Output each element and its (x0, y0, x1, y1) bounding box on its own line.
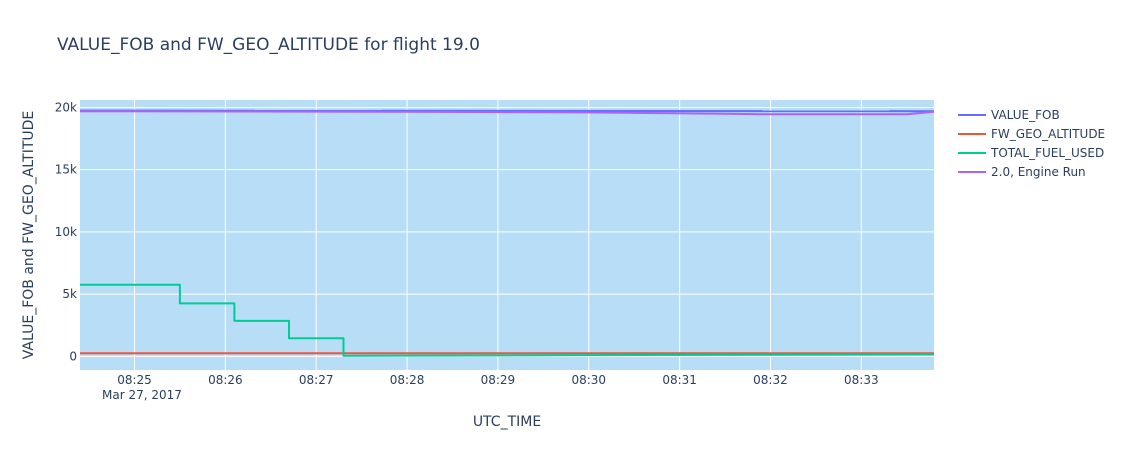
chart-title: VALUE_FOB and FW_GEO_ALTITUDE for flight… (57, 35, 480, 55)
legend-label: TOTAL_FUEL_USED (990, 146, 1104, 160)
x-tick-label: 08:27 (299, 373, 334, 387)
y-tick-label: 15k (55, 163, 77, 177)
legend-item[interactable]: TOTAL_FUEL_USED (958, 146, 1104, 160)
x-tick-label: 08:29 (481, 373, 516, 387)
y-tick-label: 0 (69, 349, 77, 363)
x-tick-label: 08:28 (390, 373, 425, 387)
series-line[interactable] (79, 110, 935, 116)
x-tick-label: 08:26 (208, 373, 243, 387)
plot-area[interactable] (80, 100, 934, 370)
x-tick-label: 08:30 (571, 373, 606, 387)
legend-label: VALUE_FOB (991, 108, 1060, 122)
y-tick-label: 10k (55, 225, 77, 239)
legend: VALUE_FOB FW_GEO_ALTITUDE TOTAL_FUEL_USED 2… (958, 108, 1105, 179)
x-tick-label: 08:25 (117, 373, 152, 387)
y-axis-ticks: 0 5k 10k 15k 20k (55, 100, 77, 363)
x-tick-label: 08:31 (662, 373, 697, 387)
y-tick-label: 5k (62, 287, 77, 301)
x-tick-label: 08:32 (753, 373, 788, 387)
x-axis-ticks: 08:25 08:26 08:27 08:28 08:29 08:30 08:31 08:32… (117, 373, 878, 387)
x-axis-title: UTC_TIME (473, 414, 541, 430)
x-tick-label: 08:33 (844, 373, 879, 387)
y-tick-label: 20k (55, 100, 77, 114)
series-layer (79, 109, 935, 357)
legend-label: FW_GEO_ALTITUDE (991, 127, 1105, 141)
y-axis-title: VALUE_FOB and FW_GEO_ALTITUDE (21, 111, 37, 360)
legend-item[interactable]: VALUE_FOB (958, 108, 1060, 122)
y-gridlines (80, 106, 934, 357)
legend-label: 2.0, Engine Run (991, 165, 1086, 179)
legend-item[interactable]: FW_GEO_ALTITUDE (958, 127, 1105, 141)
x-gridlines (134, 100, 862, 370)
x-axis-date-label: Mar 27, 2017 (102, 388, 182, 402)
legend-item[interactable]: 2.0, Engine Run (958, 165, 1086, 179)
series-line[interactable] (80, 283, 935, 357)
